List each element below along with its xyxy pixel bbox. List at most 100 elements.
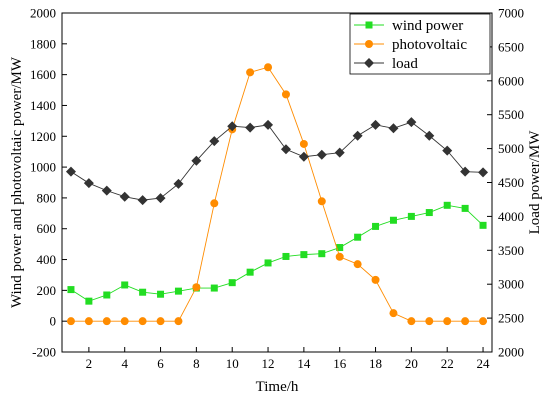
legend-label: wind power <box>392 18 463 34</box>
data-point <box>478 167 489 178</box>
data-point <box>371 275 380 284</box>
y-right-tick-label: 7000 <box>498 6 524 21</box>
data-point <box>157 290 165 298</box>
data-point <box>191 155 202 166</box>
data-point <box>372 222 380 230</box>
y-right-axis-title: Load power/MW <box>527 130 543 235</box>
series-load <box>65 117 489 206</box>
data-point <box>461 317 470 326</box>
data-point <box>281 90 290 99</box>
data-point <box>209 136 220 147</box>
data-point <box>138 317 147 326</box>
y-right-tick-label: 2500 <box>498 311 524 326</box>
x-tick-label: 18 <box>369 356 382 371</box>
x-tick-label: 20 <box>405 356 418 371</box>
data-point <box>443 317 452 326</box>
series-line <box>70 66 484 322</box>
series-wind-power <box>67 201 487 305</box>
series-line <box>70 121 484 201</box>
data-point <box>101 185 112 196</box>
data-point <box>280 144 291 155</box>
data-point <box>245 122 256 133</box>
data-point <box>407 212 415 220</box>
y-left-tick-label: 600 <box>37 221 57 236</box>
data-point <box>120 317 129 326</box>
y-left-tick-label: 1600 <box>30 67 56 82</box>
legend-item: wind power <box>354 18 463 34</box>
data-point <box>137 195 148 206</box>
axes-layer: 2 4 6 8 10 12 14 16 18 20 22 24-2000200400600800100… <box>9 6 543 396</box>
y-right-tick-label: 2000 <box>498 345 524 360</box>
data-point <box>479 221 487 229</box>
y-left-axis-title: Wind power and photovoltaic power/MW <box>9 56 25 308</box>
legend-marker <box>364 58 374 68</box>
y-left-tick-label: 1800 <box>30 36 56 51</box>
data-point <box>443 201 451 209</box>
series-line <box>70 204 484 302</box>
x-tick-label: 8 <box>193 356 200 371</box>
data-point <box>442 145 453 156</box>
y-left-tick-label: 200 <box>37 283 57 298</box>
data-point <box>353 260 362 269</box>
x-tick-label: 22 <box>441 356 454 371</box>
y-right-tick-label: 5500 <box>498 107 524 122</box>
data-point <box>227 121 238 132</box>
y-right-tick-label: 5000 <box>498 141 524 156</box>
y-left-tick-label: 400 <box>37 252 57 267</box>
data-point <box>139 288 147 296</box>
y-left-tick-label: -200 <box>32 345 56 360</box>
data-point <box>156 317 165 326</box>
x-tick-label: 14 <box>297 356 311 371</box>
data-point <box>67 286 75 294</box>
legend: wind power photovoltaic load <box>349 13 491 75</box>
data-point <box>335 252 344 261</box>
data-point <box>406 117 417 128</box>
data-point <box>65 166 76 177</box>
y-right-tick-label: 6000 <box>498 73 524 88</box>
legend-label: photovoltaic <box>392 37 467 53</box>
data-point <box>246 68 255 77</box>
data-point <box>354 233 362 241</box>
data-point <box>174 287 182 295</box>
data-point <box>85 297 93 305</box>
y-right-tick-label: 3000 <box>498 277 524 292</box>
data-point <box>316 149 327 160</box>
x-tick-label: 16 <box>333 356 347 371</box>
data-point <box>84 317 93 326</box>
data-point <box>317 197 326 206</box>
y-left-tick-label: 1000 <box>30 160 56 175</box>
y-left-tick-label: 0 <box>50 314 57 329</box>
series-photovoltaic <box>66 63 488 326</box>
legend-item: photovoltaic <box>354 37 467 53</box>
data-point <box>282 252 290 260</box>
data-point <box>298 151 309 162</box>
x-tick-label: 12 <box>262 356 275 371</box>
x-tick-label: 4 <box>121 356 128 371</box>
legend-marker <box>365 40 373 48</box>
y-right-tick-label: 4000 <box>498 209 524 224</box>
data-point <box>300 251 308 259</box>
data-point <box>210 199 219 208</box>
data-point <box>173 178 184 189</box>
data-point <box>334 147 345 158</box>
data-point <box>228 279 236 287</box>
data-point <box>174 317 183 326</box>
data-point <box>461 204 469 212</box>
data-point <box>102 317 111 326</box>
y-right-tick-label: 4500 <box>498 175 524 190</box>
data-point <box>425 317 434 326</box>
legend-item: load <box>354 56 418 72</box>
data-point <box>66 317 75 326</box>
data-point <box>155 193 166 204</box>
data-point <box>299 139 308 148</box>
legend-marker <box>365 21 373 29</box>
data-point <box>264 63 273 72</box>
data-point <box>352 130 363 141</box>
y-left-tick-label: 1400 <box>30 98 56 113</box>
data-point <box>388 123 399 134</box>
data-point <box>83 178 94 189</box>
x-axis-title: Time/h <box>256 379 299 395</box>
data-point <box>246 268 254 276</box>
legend-label: load <box>392 56 418 72</box>
